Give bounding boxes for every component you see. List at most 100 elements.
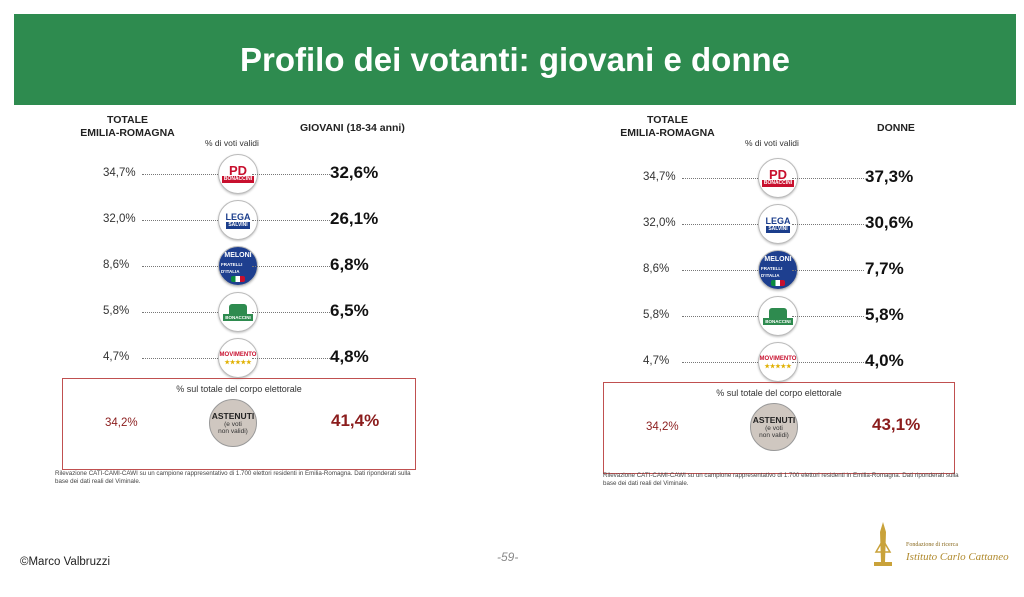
- fratelli-ditalia-meloni-logo: MELONI FRATELLI D'ITALIA: [218, 246, 258, 286]
- abstention-caption: % sul totale del corpo elettorale: [176, 384, 302, 394]
- logo-text: LEGA: [225, 211, 251, 222]
- group-value: 32,6%: [330, 163, 379, 182]
- total-header: TOTALE EMILIA-ROMAGNA: [65, 114, 190, 140]
- abstention-value: 43,1%: [872, 415, 921, 434]
- movimento-5-stelle-logo: MOVIMENTO ★★★★★: [218, 338, 258, 378]
- leader-line: [252, 220, 330, 221]
- total-value: 34,7%: [103, 167, 136, 179]
- logo-text: BONACCINI: [223, 313, 253, 321]
- total-value: 32,0%: [643, 217, 676, 229]
- leader-line: [252, 312, 330, 313]
- bonaccini-presidente-logo: BONACCINI: [758, 296, 798, 336]
- logo-text: MELONI: [764, 255, 792, 263]
- title-banner: Profilo dei votanti: giovani e donne: [14, 14, 1016, 105]
- astenuti-label: ASTENUTI: [211, 411, 255, 421]
- lega-salvini-logo: LEGA SALVINI: [758, 204, 798, 244]
- group-value: 4,0%: [865, 351, 904, 370]
- leader-line: [792, 224, 864, 225]
- total-header-line1: TOTALE: [106, 114, 149, 126]
- page-title: Profilo dei votanti: giovani e donne: [239, 40, 791, 78]
- stars-icon: ★★★★★: [224, 359, 252, 366]
- tricolor-flame-icon: [231, 275, 245, 282]
- logo-text: FRATELLI D'ITALIA: [221, 261, 243, 274]
- total-header: TOTALE EMILIA-ROMAGNA: [605, 114, 730, 140]
- institute-name: Istituto Carlo Cattaneo: [906, 551, 1009, 563]
- logo-text: LEGA: [765, 215, 791, 226]
- group-value: 26,1%: [330, 209, 379, 228]
- row-fdi: 8,6% MELONI FRATELLI D'ITALIA 7,7%: [595, 250, 965, 290]
- pd-bonaccini-logo: PD BONACCINI: [758, 158, 798, 198]
- leader-line: [142, 312, 220, 313]
- logo-text: BONACCINI: [221, 175, 255, 183]
- leader-line: [792, 178, 864, 179]
- fratelli-ditalia-meloni-logo: MELONI FRATELLI D'ITALIA: [758, 250, 798, 290]
- leader-line: [792, 316, 864, 317]
- panel-donne: TOTALE EMILIA-ROMAGNA % di voti validi D…: [595, 112, 965, 502]
- leader-line: [682, 362, 760, 363]
- abstention-value: 41,4%: [331, 411, 380, 430]
- astenuti-sub: non validi): [218, 428, 248, 435]
- leader-line: [142, 358, 220, 359]
- logo-text: BONACCINI: [763, 317, 793, 325]
- movimento-5-stelle-logo: MOVIMENTO ★★★★★: [758, 342, 798, 382]
- total-value: 32,0%: [103, 213, 136, 225]
- leader-line: [792, 270, 864, 271]
- survey-note: Rilevazione CATI-CAMI-CAWI su un campion…: [603, 472, 959, 487]
- row-m5s: 4,7% MOVIMENTO ★★★★★ 4,8%: [55, 338, 425, 378]
- astenuti-logo: ASTENUTI (e voti non validi): [750, 403, 798, 451]
- page-number: -59-: [497, 550, 519, 564]
- total-header-line2: EMILIA-ROMAGNA: [80, 127, 175, 139]
- row-pd: 34,7% PD BONACCINI 32,6%: [55, 154, 425, 194]
- abstention-box: % sul totale del corpo elettorale 34,2% …: [62, 378, 416, 470]
- bonaccini-presidente-logo: BONACCINI: [218, 292, 258, 332]
- leader-line: [682, 178, 760, 179]
- pct-label: % di voti validi: [745, 138, 799, 148]
- leader-line: [682, 224, 760, 225]
- leader-line: [252, 174, 330, 175]
- group-value: 37,3%: [865, 167, 914, 186]
- total-value: 5,8%: [103, 305, 130, 317]
- region-shape-icon: [769, 307, 787, 318]
- leader-line: [142, 174, 220, 175]
- region-shape-icon: [229, 303, 247, 314]
- total-value: 5,8%: [643, 309, 670, 321]
- logo-text: SALVINI: [226, 221, 250, 229]
- total-value: 4,7%: [103, 351, 130, 363]
- logo-text: MOVIMENTO: [759, 355, 797, 362]
- total-value: 8,6%: [103, 259, 130, 271]
- group-value: 30,6%: [865, 213, 914, 232]
- tower-icon: [874, 522, 892, 566]
- total-value: 8,6%: [643, 263, 670, 275]
- abstention-total: 34,2%: [646, 421, 679, 433]
- group-value: 4,8%: [330, 347, 369, 366]
- total-header-line1: TOTALE: [646, 114, 689, 126]
- astenuti-sub: non validi): [759, 432, 789, 439]
- astenuti-sub: (e voti: [765, 425, 783, 432]
- leader-line: [682, 270, 760, 271]
- abstention-caption: % sul totale del corpo elettorale: [716, 388, 842, 398]
- leader-line: [682, 316, 760, 317]
- group-value: 6,8%: [330, 255, 369, 274]
- total-value: 34,7%: [643, 171, 676, 183]
- astenuti-logo: ASTENUTI (e voti non validi): [209, 399, 257, 447]
- leader-line: [252, 266, 330, 267]
- total-value: 4,7%: [643, 355, 670, 367]
- row-lega: 32,0% LEGA SALVINI 26,1%: [55, 200, 425, 240]
- row-bonaccini-list: 5,8% BONACCINI 6,5%: [55, 292, 425, 332]
- total-header-line2: EMILIA-ROMAGNA: [620, 127, 715, 139]
- logo-text: SALVINI: [766, 225, 790, 233]
- group-header: DONNE: [877, 122, 915, 134]
- leader-line: [792, 362, 864, 363]
- survey-note: Rilevazione CATI-CAMI-CAWI su un campion…: [55, 470, 411, 485]
- leader-line: [142, 220, 220, 221]
- logo-text: MELONI: [224, 251, 252, 259]
- institute-subtitle: Fondazione di ricerca: [906, 542, 958, 548]
- row-m5s: 4,7% MOVIMENTO ★★★★★ 4,0%: [595, 342, 965, 382]
- group-value: 6,5%: [330, 301, 369, 320]
- row-fdi: 8,6% MELONI FRATELLI D'ITALIA 6,8%: [55, 246, 425, 286]
- stars-icon: ★★★★★: [764, 363, 792, 370]
- row-lega: 32,0% LEGA SALVINI 30,6%: [595, 204, 965, 244]
- logo-text: PD: [228, 162, 248, 178]
- abstention-total: 34,2%: [105, 417, 138, 429]
- panel-giovani: TOTALE EMILIA-ROMAGNA % di voti validi G…: [55, 112, 425, 502]
